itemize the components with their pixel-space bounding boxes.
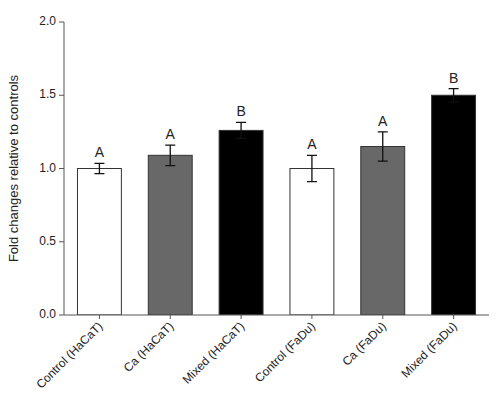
annotation: B bbox=[236, 103, 245, 119]
error-bar-line bbox=[94, 163, 104, 173]
annotation: A bbox=[166, 126, 176, 142]
page: {"chart_data": {"type": "bar", "ylabel":… bbox=[0, 0, 503, 413]
annotations: A A B A A B bbox=[95, 70, 459, 161]
y-tick-label: 0.5 bbox=[39, 234, 56, 248]
x-tick-label: Ca (FaDu) bbox=[339, 319, 389, 369]
x-tick bbox=[170, 315, 171, 319]
x-tick-label: Ca (HaCaT) bbox=[121, 319, 177, 375]
y-tick bbox=[59, 22, 64, 23]
y-axis-label: Fold changes relative to controls bbox=[6, 74, 21, 262]
error-bar bbox=[94, 163, 104, 173]
x-tick-label: Mixed (FaDu) bbox=[398, 319, 459, 380]
y-tick bbox=[59, 315, 64, 316]
error-bar-line bbox=[449, 89, 459, 102]
error-bar bbox=[307, 155, 317, 181]
y-tick bbox=[59, 168, 64, 169]
y-tick bbox=[59, 241, 64, 242]
x-tick bbox=[382, 315, 383, 319]
x-tick bbox=[99, 315, 100, 319]
y-tick-label: 0.0 bbox=[39, 307, 56, 321]
annotation: A bbox=[307, 136, 317, 152]
bar bbox=[361, 147, 405, 315]
x-tick bbox=[241, 315, 242, 319]
y-tick-label: 2.0 bbox=[39, 14, 56, 28]
x-tick-label: Control (HaCaT) bbox=[33, 319, 105, 391]
error-bar-line bbox=[307, 155, 317, 181]
bar bbox=[148, 155, 192, 315]
error-bar bbox=[165, 145, 175, 166]
chart-container: 0.0 0.5 1.0 1.5 2.0 A A B A A B Control (HaCaT) Ca (… bbox=[0, 0, 503, 413]
bar bbox=[290, 169, 334, 316]
error-bar bbox=[236, 122, 246, 138]
error-bar bbox=[378, 132, 388, 161]
annotation: A bbox=[378, 113, 388, 129]
error-bar-line bbox=[378, 132, 388, 161]
y-tick bbox=[59, 95, 64, 96]
x-tick bbox=[453, 315, 454, 319]
x-tick-label: Mixed (HaCaT) bbox=[180, 319, 247, 386]
annotation: B bbox=[449, 70, 458, 86]
bar bbox=[219, 130, 263, 315]
annotation: A bbox=[95, 144, 105, 160]
error-bar-line bbox=[165, 145, 175, 166]
y-axis-line bbox=[64, 22, 65, 315]
x-tick bbox=[311, 315, 312, 319]
y-tick-label: 1.5 bbox=[39, 87, 56, 101]
x-tick-label: Control (FaDu) bbox=[252, 319, 318, 385]
x-axis: Control (HaCaT) Ca (HaCaT)Mixed (HaCaT)Co… bbox=[33, 315, 459, 391]
bars bbox=[77, 89, 475, 315]
y-axis: 0.0 0.5 1.0 1.5 2.0 bbox=[39, 14, 64, 321]
chart-svg: 0.0 0.5 1.0 1.5 2.0 A A B A A B Control (HaCaT) Ca (… bbox=[0, 0, 503, 413]
error-bar bbox=[449, 89, 459, 102]
y-tick-label: 1.0 bbox=[39, 161, 56, 175]
error-bar-line bbox=[236, 122, 246, 138]
bar bbox=[432, 95, 476, 315]
x-axis-line bbox=[64, 315, 489, 316]
bar bbox=[77, 169, 121, 316]
